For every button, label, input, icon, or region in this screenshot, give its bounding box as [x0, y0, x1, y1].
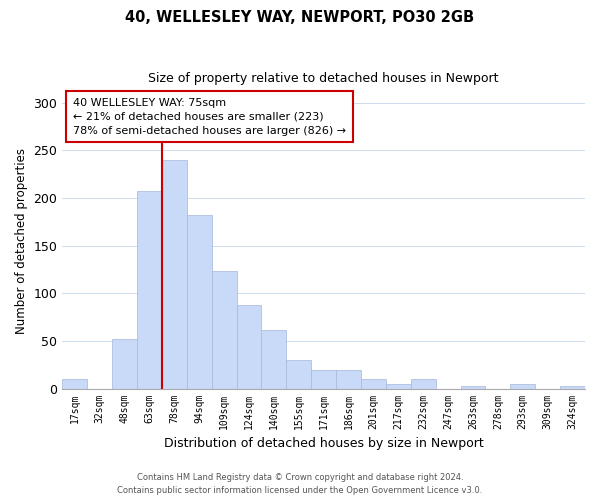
Bar	[187, 215, 212, 388]
Bar	[560, 386, 585, 388]
X-axis label: Distribution of detached houses by size in Newport: Distribution of detached houses by size …	[164, 437, 484, 450]
Title: Size of property relative to detached houses in Newport: Size of property relative to detached ho…	[148, 72, 499, 85]
Y-axis label: Number of detached properties: Number of detached properties	[15, 148, 28, 334]
Bar	[411, 379, 436, 388]
Bar	[236, 304, 262, 388]
Text: 40 WELLESLEY WAY: 75sqm
← 21% of detached houses are smaller (223)
78% of semi-d: 40 WELLESLEY WAY: 75sqm ← 21% of detache…	[73, 98, 346, 136]
Bar	[311, 370, 336, 388]
Bar	[386, 384, 411, 388]
Text: 40, WELLESLEY WAY, NEWPORT, PO30 2GB: 40, WELLESLEY WAY, NEWPORT, PO30 2GB	[125, 10, 475, 25]
Bar	[162, 160, 187, 388]
Bar	[286, 360, 311, 388]
Bar	[461, 386, 485, 388]
Bar	[336, 370, 361, 388]
Bar	[212, 272, 236, 388]
Bar	[62, 379, 87, 388]
Bar	[137, 192, 162, 388]
Text: Contains HM Land Registry data © Crown copyright and database right 2024.
Contai: Contains HM Land Registry data © Crown c…	[118, 474, 482, 495]
Bar	[361, 379, 386, 388]
Bar	[511, 384, 535, 388]
Bar	[262, 330, 286, 388]
Bar	[112, 339, 137, 388]
